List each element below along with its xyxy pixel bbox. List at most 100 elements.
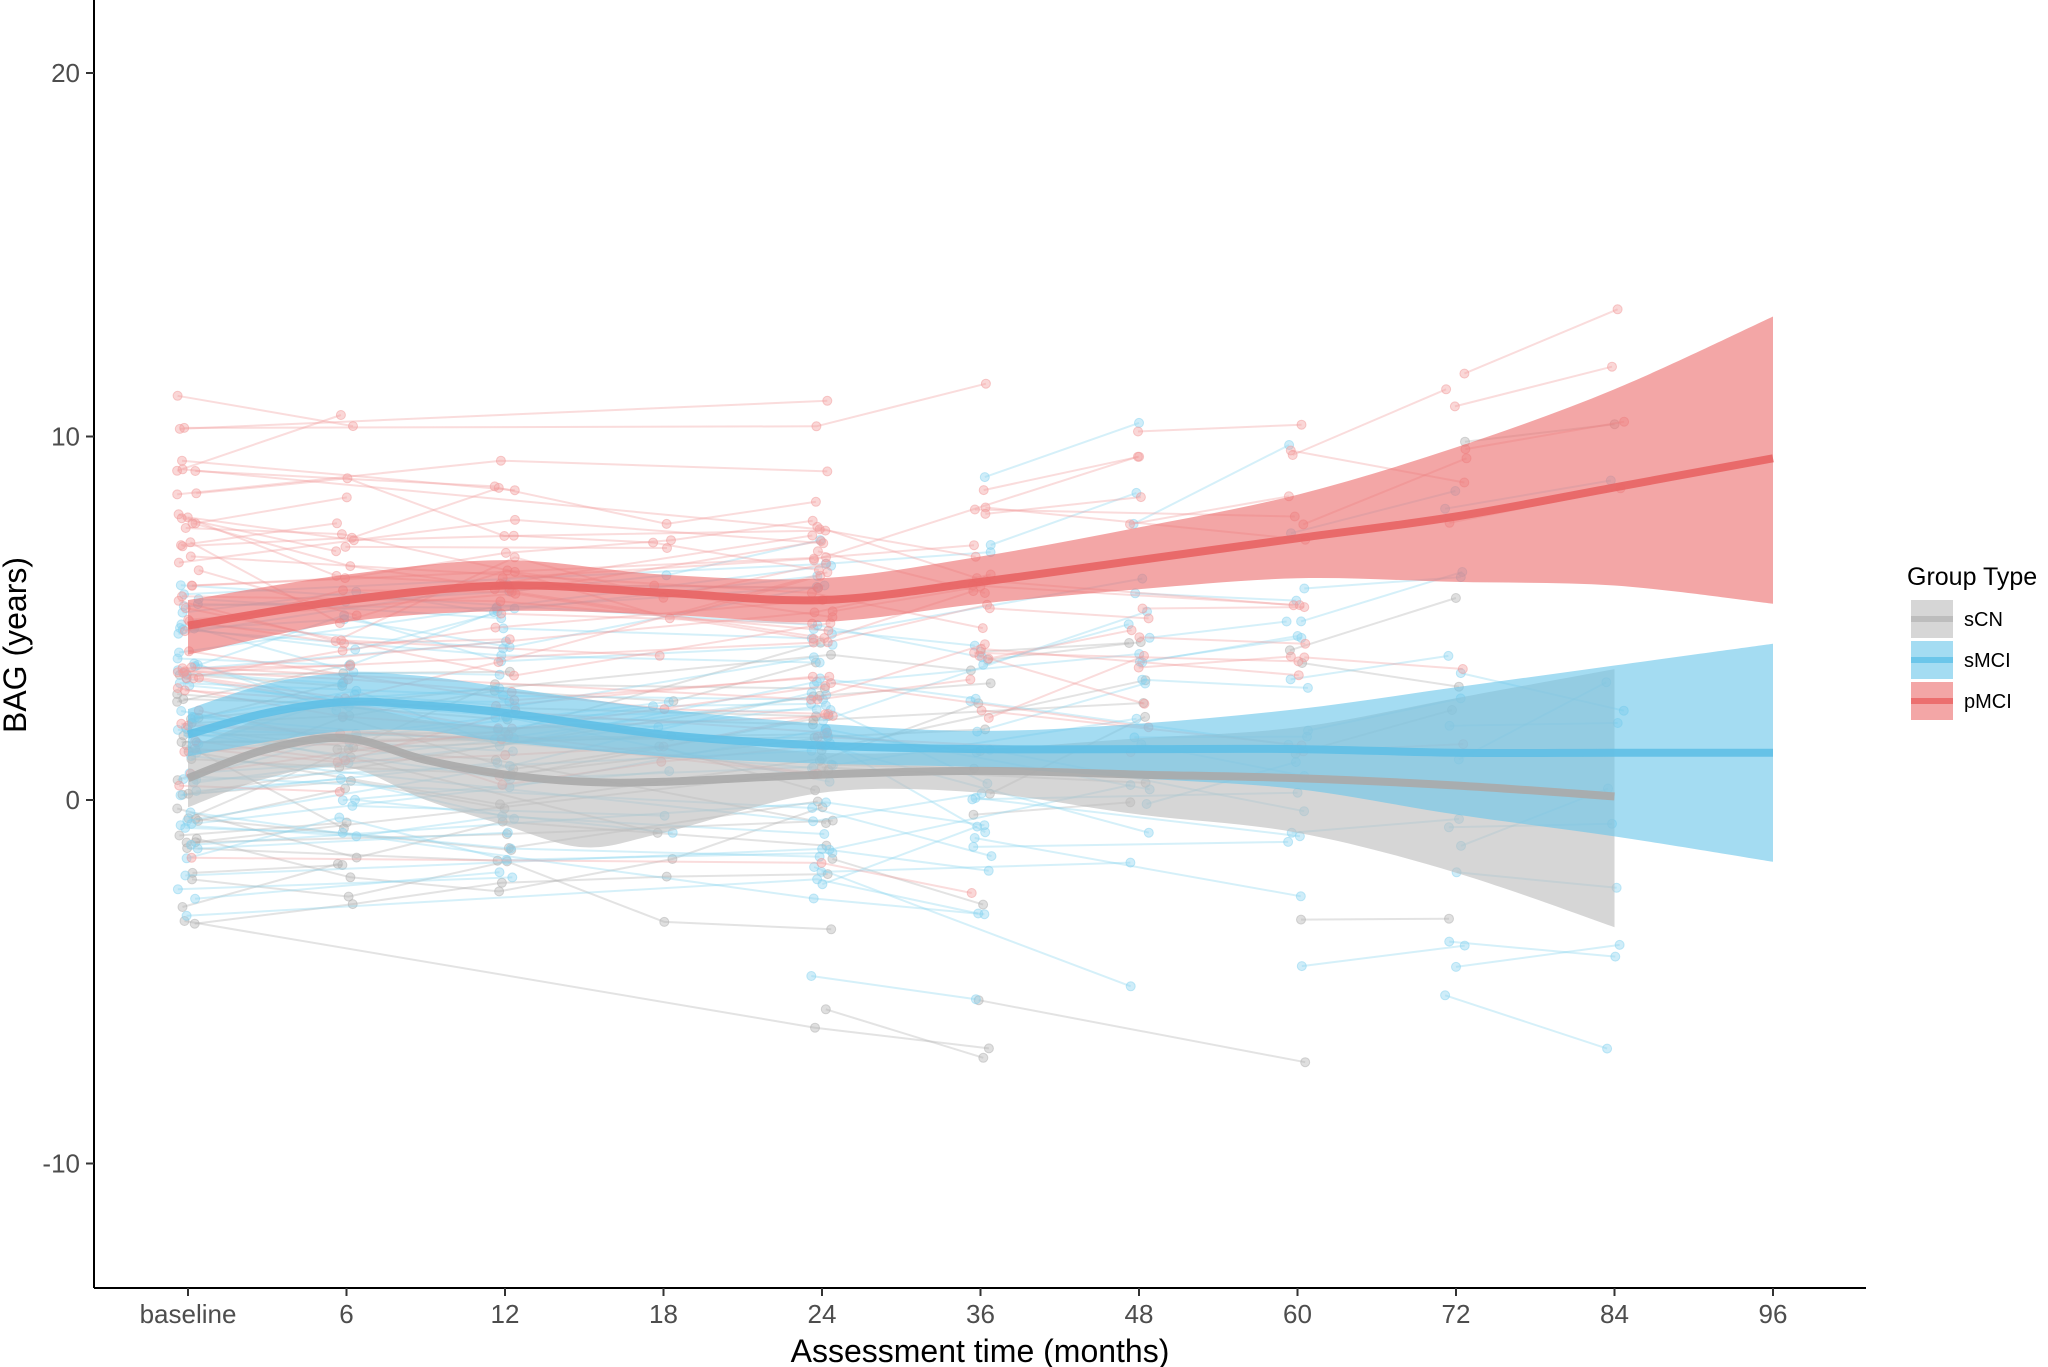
raw-data-point (980, 378, 991, 389)
raw-data-point (335, 410, 346, 420)
raw-trajectory-line (1142, 606, 1305, 610)
raw-data-point (969, 833, 980, 843)
raw-trajectory-line (1138, 655, 1291, 669)
raw-trajectory-line (185, 847, 989, 877)
raw-trajectory-line (186, 819, 833, 844)
raw-data-point (189, 918, 200, 929)
raw-trajectory-line (1139, 636, 1306, 645)
raw-data-point (186, 852, 197, 863)
raw-data-point (1143, 613, 1154, 624)
raw-data-point (172, 667, 183, 678)
raw-data-point (345, 775, 356, 786)
raw-data-point (827, 847, 838, 858)
raw-data-point (1440, 990, 1451, 1001)
raw-data-point (351, 852, 362, 863)
raw-data-point (494, 886, 505, 897)
raw-data-point (341, 817, 352, 828)
raw-data-point (812, 694, 823, 705)
raw-data-point (808, 816, 819, 827)
raw-data-point (983, 712, 994, 723)
raw-trajectory-line (813, 866, 1132, 988)
raw-trajectory-line (990, 491, 1137, 546)
raw-data-point (1125, 857, 1136, 868)
raw-data-point (1123, 619, 1134, 630)
raw-data-point (1134, 451, 1145, 462)
raw-data-point (1137, 674, 1148, 685)
raw-data-point (186, 580, 197, 591)
raw-data-point (1140, 711, 1151, 722)
raw-data-point (345, 660, 356, 671)
raw-data-point (1607, 361, 1617, 372)
raw-data-point (172, 724, 183, 735)
raw-data-point (1296, 616, 1307, 627)
raw-data-point (822, 869, 833, 880)
raw-data-point (180, 870, 191, 881)
raw-trajectory-line (1149, 620, 1287, 639)
raw-data-point (176, 513, 187, 524)
raw-data-point (1300, 638, 1311, 649)
raw-trajectory-line (1300, 917, 1450, 921)
trend-line-smci (186, 697, 1773, 758)
raw-data-point (810, 657, 821, 668)
y-tick-label: 10 (51, 422, 80, 452)
raw-trajectory-line (503, 627, 812, 640)
raw-trajectory-line (811, 975, 977, 1001)
raw-data-point (966, 888, 977, 898)
y-tick-label: -10 (42, 1149, 80, 1179)
raw-trajectory-line (825, 1008, 984, 1059)
raw-data-point (1450, 593, 1461, 603)
raw-trajectory-line (813, 653, 1140, 686)
raw-trajectory-line (195, 871, 500, 900)
y-tick-label: 0 (66, 785, 80, 815)
raw-data-point (1125, 519, 1135, 530)
raw-data-point (808, 553, 819, 564)
raw-data-point (1300, 1057, 1311, 1068)
raw-trajectory-line (1455, 943, 1620, 968)
raw-data-point (1140, 675, 1151, 686)
raw-data-point (1139, 698, 1150, 709)
raw-data-point (1296, 419, 1307, 430)
raw-data-point (493, 657, 504, 668)
raw-trajectory-line (177, 459, 828, 496)
raw-data-point (1285, 651, 1296, 662)
raw-data-point (979, 639, 990, 650)
raw-trajectory-line (182, 862, 339, 908)
raw-trajectory-line (988, 629, 1132, 660)
raw-data-point (176, 540, 186, 551)
raw-data-point (970, 994, 981, 1005)
raw-data-point (1296, 914, 1306, 925)
raw-trajectory-line (196, 806, 823, 893)
x-tick-label: 96 (1759, 1299, 1788, 1329)
raw-data-point (332, 518, 342, 529)
raw-data-point (504, 634, 515, 645)
raw-data-point (820, 1004, 831, 1015)
raw-trajectory-line (822, 825, 978, 886)
raw-trajectory-line (1137, 423, 1302, 433)
raw-data-point (1144, 632, 1155, 643)
raw-data-point (822, 395, 833, 406)
raw-data-point (816, 857, 827, 868)
raw-trajectory-line (181, 517, 337, 553)
raw-trajectory-line (980, 642, 1130, 653)
raw-data-point (826, 924, 837, 935)
raw-trajectory-line (819, 677, 976, 700)
raw-trajectory-line (978, 999, 1306, 1064)
raw-trajectory-line (194, 614, 833, 668)
raw-data-point (172, 696, 183, 707)
raw-data-point (984, 603, 995, 614)
raw-trajectory-line (981, 647, 1299, 677)
raw-trajectory-line (190, 811, 985, 916)
raw-data-point (190, 518, 201, 529)
raw-trajectory-line (184, 920, 990, 1050)
raw-trajectory-line (179, 821, 347, 837)
raw-data-point (347, 800, 358, 811)
raw-data-point (177, 902, 188, 912)
raw-data-point (502, 827, 513, 838)
raw-data-point (1134, 632, 1145, 643)
raw-trajectory-line (195, 817, 512, 851)
raw-data-point (346, 532, 357, 543)
raw-data-point (509, 670, 519, 681)
raw-data-point (330, 636, 341, 647)
raw-data-point (1444, 936, 1455, 947)
raw-data-point (1296, 961, 1307, 972)
